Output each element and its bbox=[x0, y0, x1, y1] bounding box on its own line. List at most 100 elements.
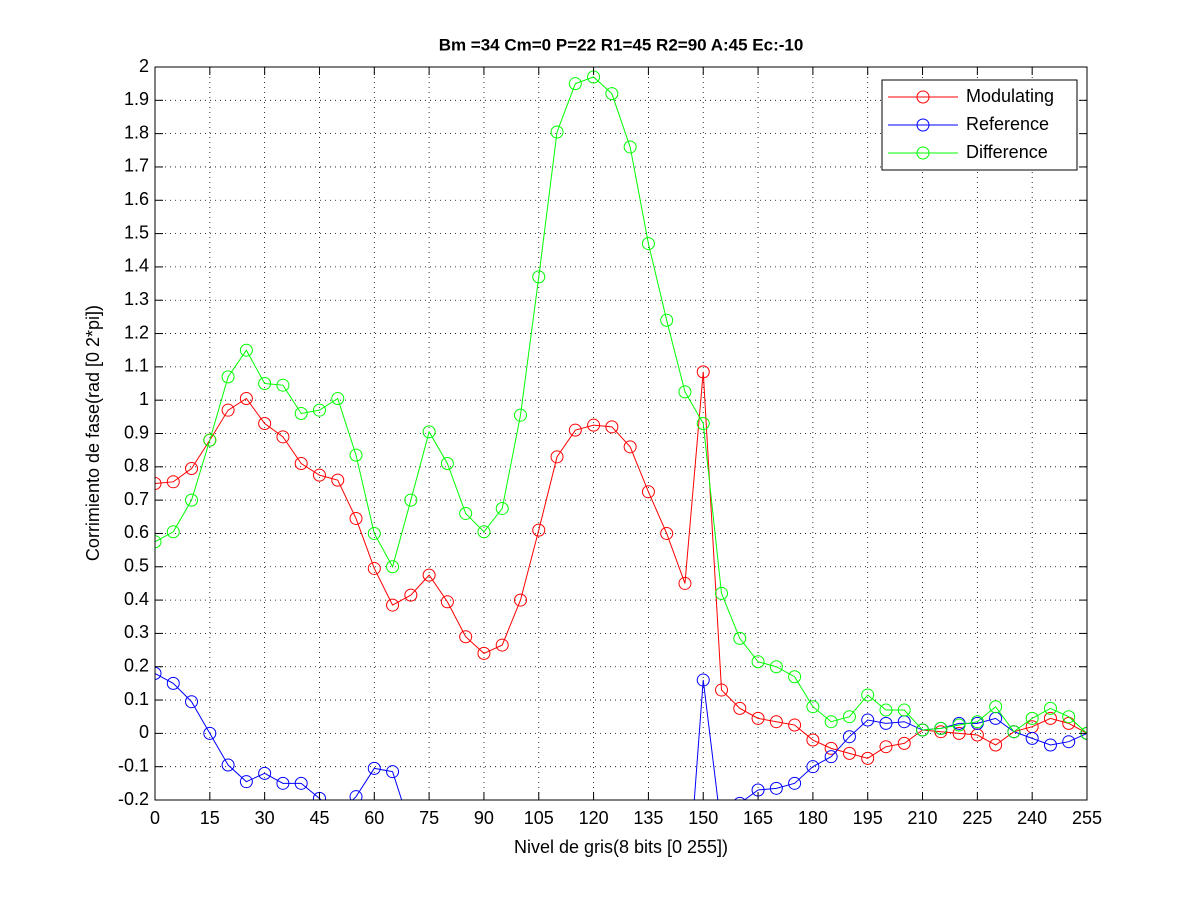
y-tick-label: 1.4 bbox=[124, 256, 149, 276]
x-tick-label: 105 bbox=[524, 808, 554, 828]
data-point bbox=[441, 866, 453, 878]
data-point bbox=[478, 849, 490, 861]
x-tick-label: 180 bbox=[798, 808, 828, 828]
series-line bbox=[155, 76, 1087, 734]
y-tick-label: 0.2 bbox=[124, 655, 149, 675]
data-point bbox=[203, 433, 217, 447]
data-point bbox=[422, 568, 436, 582]
data-point bbox=[221, 758, 235, 772]
data-point bbox=[294, 407, 308, 421]
data-point bbox=[349, 448, 363, 462]
data-point bbox=[239, 343, 253, 357]
data-point bbox=[989, 738, 1003, 752]
y-tick-label: 0 bbox=[139, 722, 149, 742]
y-tick-label: 1.1 bbox=[124, 356, 149, 376]
y-tick-label: -0.2 bbox=[118, 789, 149, 809]
data-point bbox=[496, 864, 508, 876]
data-point bbox=[166, 525, 180, 539]
data-point bbox=[276, 776, 290, 790]
data-point bbox=[897, 736, 911, 750]
data-point bbox=[1025, 711, 1039, 725]
x-tick-label: 0 bbox=[150, 808, 160, 828]
legend-marker bbox=[916, 118, 930, 132]
y-tick-label: 1.7 bbox=[124, 156, 149, 176]
data-point bbox=[239, 775, 253, 789]
data-point bbox=[806, 733, 820, 747]
data-point bbox=[1043, 711, 1057, 725]
x-tick-label: 210 bbox=[908, 808, 938, 828]
data-point bbox=[696, 673, 710, 687]
y-axis-label: Corrimiento de fase(rad [0 2*pi]) bbox=[83, 305, 103, 561]
legend: Modulating Reference Difference bbox=[881, 79, 1078, 171]
plot-lines bbox=[155, 70, 1087, 878]
data-point bbox=[842, 730, 856, 744]
data-point bbox=[715, 586, 729, 600]
x-tick-label: 255 bbox=[1072, 808, 1102, 828]
x-tick-label: 15 bbox=[200, 808, 220, 828]
x-tick-label: 90 bbox=[474, 808, 494, 828]
data-point bbox=[806, 760, 820, 774]
data-point bbox=[349, 790, 363, 800]
data-point bbox=[769, 660, 783, 674]
legend-marker bbox=[916, 90, 930, 104]
data-point bbox=[258, 377, 272, 391]
x-axis-label: Nivel de gris(8 bits [0 255]) bbox=[514, 837, 728, 857]
data-point bbox=[605, 87, 619, 101]
y-tick-label: 1.6 bbox=[124, 189, 149, 209]
x-tick-label: 165 bbox=[743, 808, 773, 828]
x-tick-label: 45 bbox=[309, 808, 329, 828]
data-point bbox=[660, 526, 674, 540]
data-point bbox=[696, 417, 710, 431]
data-point bbox=[404, 493, 418, 507]
data-point bbox=[404, 588, 418, 602]
data-point bbox=[788, 776, 802, 790]
series-line bbox=[155, 371, 1087, 759]
data-point bbox=[532, 523, 546, 537]
data-point bbox=[155, 666, 162, 680]
y-tick-label: 1.5 bbox=[124, 222, 149, 242]
data-point bbox=[934, 721, 948, 735]
y-tick-label: 0.3 bbox=[124, 622, 149, 642]
data-point bbox=[696, 365, 710, 379]
data-point bbox=[294, 776, 308, 790]
data-point bbox=[332, 809, 344, 821]
y-tick-label: 1.8 bbox=[124, 122, 149, 142]
data-point bbox=[386, 598, 400, 612]
data-point bbox=[916, 723, 930, 737]
data-point bbox=[806, 700, 820, 714]
data-point bbox=[842, 746, 856, 760]
data-point bbox=[258, 417, 272, 431]
data-point bbox=[459, 506, 473, 520]
data-point bbox=[952, 718, 966, 732]
legend-marker bbox=[916, 146, 930, 160]
y-tick-label: 0.4 bbox=[124, 589, 149, 609]
x-tick-label: 225 bbox=[962, 808, 992, 828]
y-tick-label: 2 bbox=[139, 56, 149, 76]
data-point bbox=[276, 378, 290, 392]
x-tick-label: 60 bbox=[364, 808, 384, 828]
x-tick-label: 135 bbox=[633, 808, 663, 828]
data-point bbox=[1062, 735, 1076, 749]
data-point bbox=[185, 695, 199, 709]
data-point bbox=[221, 403, 235, 417]
data-point bbox=[861, 713, 875, 727]
data-point bbox=[769, 715, 783, 729]
y-tick-label: 0.5 bbox=[124, 556, 149, 576]
data-point bbox=[733, 701, 747, 715]
y-tick-label: 1 bbox=[139, 389, 149, 409]
data-point bbox=[734, 796, 746, 800]
data-point bbox=[276, 430, 290, 444]
data-point bbox=[477, 646, 491, 660]
data-point bbox=[641, 485, 655, 499]
y-tick-label: 1.2 bbox=[124, 322, 149, 342]
data-point bbox=[349, 511, 363, 525]
data-point bbox=[733, 631, 747, 645]
data-point bbox=[422, 425, 436, 439]
data-point bbox=[405, 822, 417, 834]
data-point bbox=[605, 420, 619, 434]
data-point bbox=[477, 525, 491, 539]
x-tick-label: 120 bbox=[579, 808, 609, 828]
data-point bbox=[568, 423, 582, 437]
data-point bbox=[788, 718, 802, 732]
data-point bbox=[166, 475, 180, 489]
